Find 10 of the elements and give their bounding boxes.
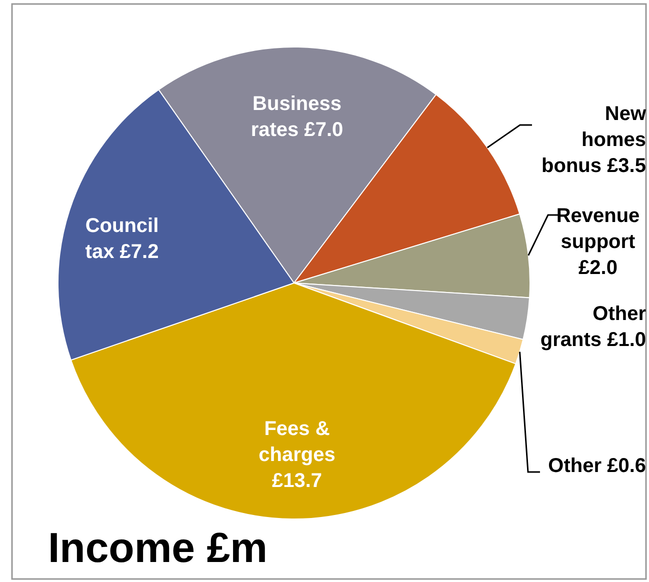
category-label: Other £0.6 [548,455,646,477]
slice-label: Fees & charges [258,418,336,466]
slice-label: Revenue support [556,205,640,253]
slice-label: Business rates £7.0 [250,93,344,141]
data-label: £2.0 [578,257,618,279]
data-label: £13.7 [272,470,322,492]
slice-label: Other grants £1.0 [540,303,646,351]
text: Income £m [48,524,268,571]
slice-label: New homes bonus £3.5 [542,103,646,177]
slice-label: Council tax £7.2 [85,215,159,263]
